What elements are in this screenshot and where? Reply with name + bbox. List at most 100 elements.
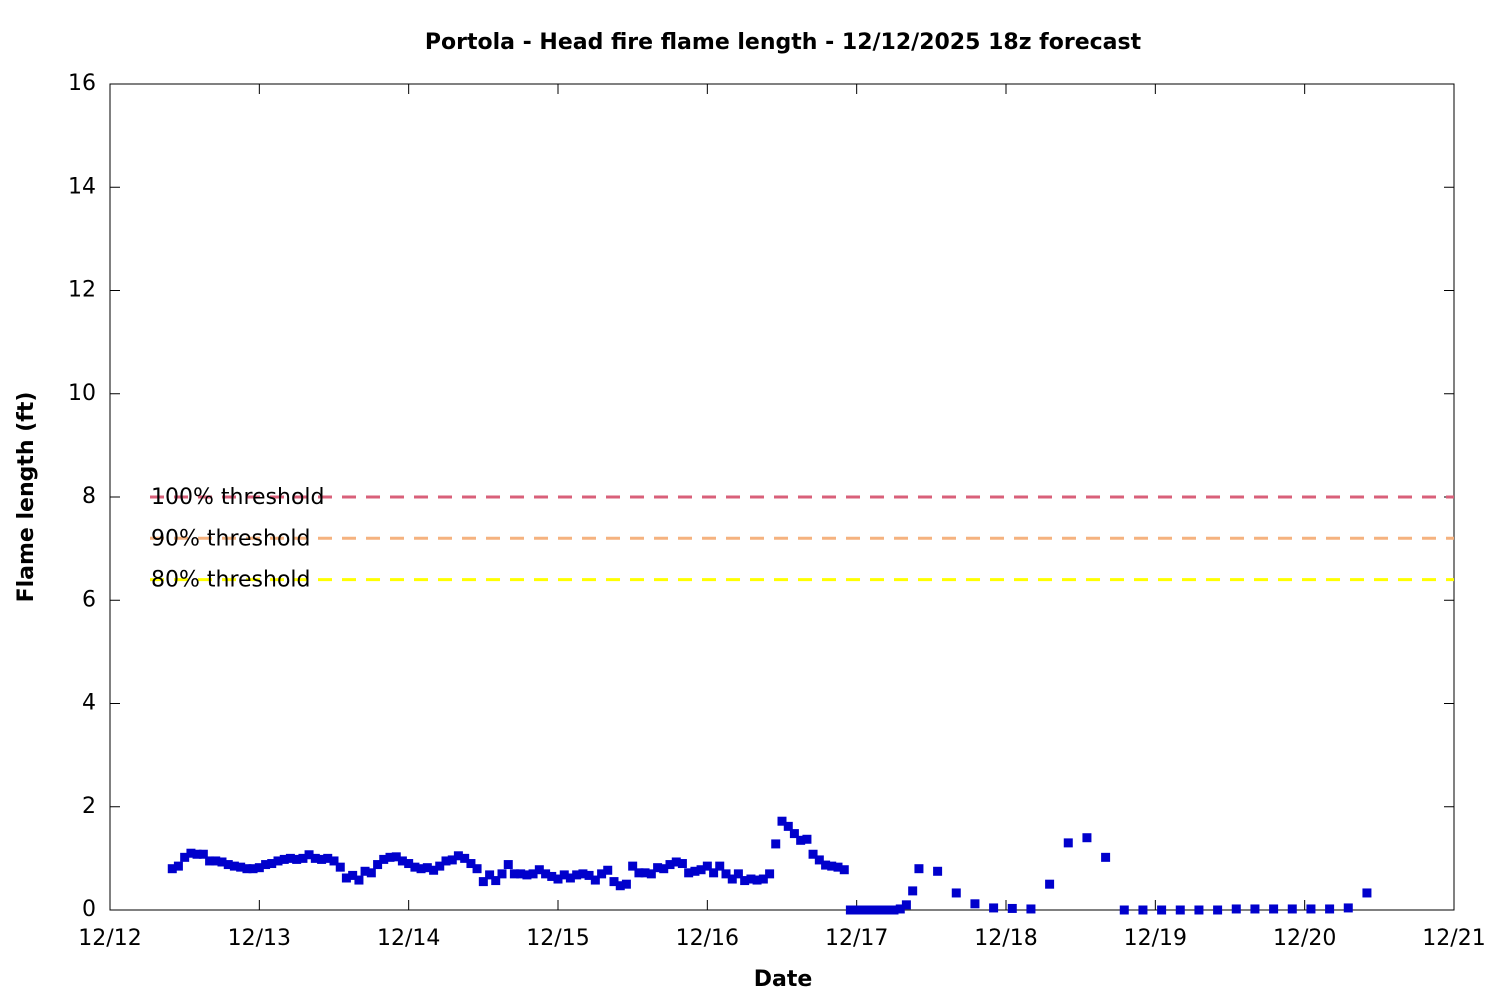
threshold-label: 90% threshold <box>151 526 311 551</box>
data-point <box>1325 904 1335 914</box>
data-point <box>441 856 451 866</box>
data-point <box>696 865 706 875</box>
data-point <box>541 869 551 879</box>
data-point <box>827 861 837 871</box>
data-point <box>951 888 961 898</box>
y-tick-label: 6 <box>82 587 96 612</box>
data-point <box>485 870 495 880</box>
data-point <box>516 869 526 879</box>
y-tick-label: 0 <box>82 897 96 922</box>
data-point <box>970 899 980 909</box>
data-point <box>298 853 308 863</box>
data-point <box>765 869 775 879</box>
y-tick-label: 4 <box>82 691 96 716</box>
data-point <box>821 860 831 870</box>
data-point <box>758 874 768 884</box>
data-point <box>553 874 563 884</box>
data-point <box>1138 905 1148 915</box>
data-point <box>1007 903 1017 913</box>
y-axis-label: Flame length (ft) <box>14 392 39 603</box>
data-point <box>173 861 183 871</box>
data-point <box>646 869 656 879</box>
data-point <box>864 905 874 915</box>
data-point <box>746 874 756 884</box>
x-tick-label: 12/15 <box>526 926 589 951</box>
data-point <box>528 869 538 879</box>
data-point <box>590 875 600 885</box>
data-point <box>192 849 202 859</box>
data-point <box>329 856 339 866</box>
data-point <box>323 853 333 863</box>
data-point <box>603 865 613 875</box>
data-point <box>845 905 855 915</box>
data-point <box>335 862 345 872</box>
data-point <box>472 864 482 874</box>
x-tick-label: 12/17 <box>825 926 888 951</box>
data-point <box>285 853 295 863</box>
data-point <box>373 860 383 870</box>
data-point <box>634 868 644 878</box>
data-point <box>167 864 177 874</box>
data-point <box>839 865 849 875</box>
data-point <box>205 856 215 866</box>
data-point <box>211 856 221 866</box>
data-point <box>435 861 445 871</box>
data-point <box>808 849 818 859</box>
data-point <box>833 862 843 872</box>
data-point <box>615 881 625 891</box>
data-point <box>292 854 302 864</box>
x-tick-label: 12/21 <box>1422 926 1485 951</box>
data-point <box>690 866 700 876</box>
x-tick-label: 12/20 <box>1273 926 1336 951</box>
data-point <box>814 855 824 865</box>
data-point <box>771 839 781 849</box>
data-point <box>348 870 358 880</box>
y-tick-label: 12 <box>68 278 96 303</box>
data-point <box>310 853 320 863</box>
data-point <box>304 850 314 860</box>
data-point <box>578 869 588 879</box>
data-point <box>715 861 725 871</box>
data-point <box>1269 904 1279 914</box>
data-point <box>1250 904 1260 914</box>
data-point <box>933 866 943 876</box>
data-point <box>1119 905 1129 915</box>
data-point <box>777 816 787 826</box>
data-point <box>895 904 905 914</box>
y-tick-label: 2 <box>82 794 96 819</box>
data-point <box>453 851 463 861</box>
data-point <box>236 862 246 872</box>
data-point <box>653 863 663 873</box>
data-point <box>1287 904 1297 914</box>
data-point <box>883 905 893 915</box>
data-point <box>1026 904 1036 914</box>
data-point <box>248 864 258 874</box>
data-point <box>877 905 887 915</box>
data-point <box>360 866 370 876</box>
data-point <box>559 870 569 880</box>
data-point <box>901 900 911 910</box>
data-point <box>385 852 395 862</box>
data-point <box>223 860 233 870</box>
data-point <box>354 875 364 885</box>
data-point <box>491 876 501 886</box>
data-point <box>665 860 675 870</box>
data-point <box>1213 905 1223 915</box>
data-point <box>740 876 750 886</box>
data-point <box>597 869 607 879</box>
data-point <box>1082 833 1092 843</box>
data-point <box>534 865 544 875</box>
data-point <box>391 852 401 862</box>
data-point <box>410 862 420 872</box>
data-point <box>727 874 737 884</box>
x-tick-label: 12/14 <box>377 926 440 951</box>
data-point <box>1343 903 1353 913</box>
data-point <box>466 859 476 869</box>
data-point <box>565 873 575 883</box>
data-point <box>752 875 762 885</box>
data-point <box>273 856 283 866</box>
data-point <box>254 863 264 873</box>
data-point <box>852 905 862 915</box>
data-point <box>460 853 470 863</box>
